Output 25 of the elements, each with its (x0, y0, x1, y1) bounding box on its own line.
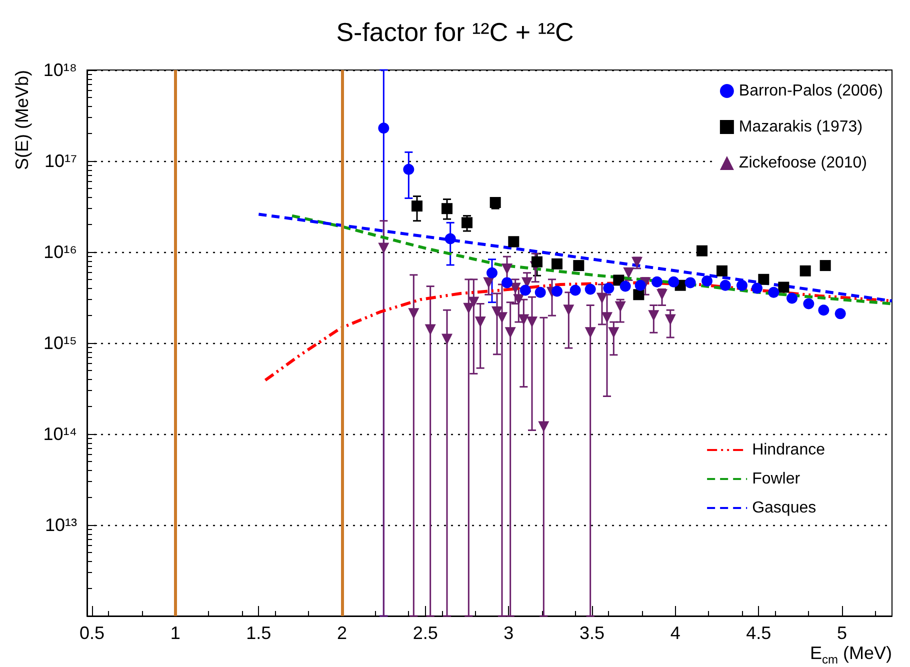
x-tick-label: 5 (836, 623, 848, 643)
legend-label: Fowler (752, 470, 801, 488)
x-tick-label: 3 (504, 623, 514, 643)
legend-label: Hindrance (752, 442, 826, 458)
y-tick-label: 10¹⁴ (43, 424, 77, 444)
y-tick-label: 10¹⁸ (43, 60, 77, 80)
x-tick-label: 1.5 (246, 623, 272, 643)
x-tick-label: 4.5 (746, 623, 772, 643)
legend-label: Gasques (752, 500, 816, 516)
legend-label: Barron-Palos (2006) (738, 82, 884, 100)
y-axis-title: S(E) (MeVb) (12, 70, 32, 170)
x-tick-label: 3.5 (579, 623, 605, 643)
x-tick-label: 4 (670, 623, 680, 643)
legend-label: Zickefoose (2010) (738, 154, 867, 172)
x-tick-label: 0.5 (79, 623, 105, 643)
x-tick-label: 2.5 (412, 623, 438, 643)
legend-label: Mazarakis (1973) (738, 118, 863, 136)
y-tick-label: 10¹⁵ (44, 333, 77, 353)
x-tick-label: 2 (336, 623, 348, 643)
y-tick-label: 10¹⁶ (44, 242, 77, 262)
x-axis-title: E$_{cm}$ (MeV) (810, 643, 892, 667)
y-tick-label: 10¹³ (44, 515, 77, 535)
x-tick-label: 1 (170, 623, 180, 643)
chart-title: S-factor for ¹²C + ¹²C (336, 17, 574, 47)
y-tick-label: 10¹⁷ (44, 151, 77, 171)
